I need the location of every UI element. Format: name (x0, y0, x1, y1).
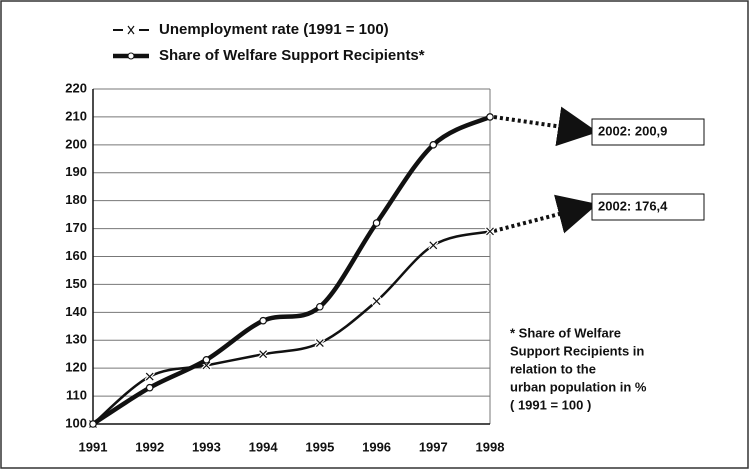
annotation-box (591, 118, 705, 146)
y-tick-label: 110 (66, 388, 87, 403)
marker-circle (316, 302, 324, 311)
y-tick-label: 160 (65, 248, 87, 263)
marker-x (145, 372, 154, 381)
marker-circle (372, 219, 381, 227)
marker-x (259, 350, 268, 359)
y-tick-label: 180 (65, 192, 87, 207)
marker-circle (89, 420, 97, 428)
series-line (91, 114, 491, 426)
y-tick-label: 100 (65, 415, 87, 430)
x-tick-label: 1992 (135, 439, 164, 454)
legend-symbol (127, 25, 135, 35)
y-tick-label: 200 (65, 136, 87, 151)
annotation-arrow (493, 194, 598, 234)
footnote: urban population in % (510, 379, 647, 394)
legend-symbol (127, 52, 135, 60)
annotation: 2002: 200,9 (598, 123, 667, 138)
x-tick-label: 1996 (362, 439, 391, 454)
footnote: * Share of Welfare (510, 325, 621, 340)
x-tick-label: 1997 (419, 439, 448, 454)
y-tick-label: 190 (65, 164, 87, 179)
y-tick-label: 220 (65, 80, 87, 95)
marker-x (315, 339, 324, 347)
marker-circle (486, 113, 494, 121)
arrows (493, 106, 705, 234)
annotation-arrow (493, 106, 598, 147)
y-tick-label: 130 (65, 332, 87, 347)
footnote: relation to the (510, 361, 596, 376)
y-tick-label: 120 (65, 360, 87, 375)
x-tick-label: 1998 (476, 439, 505, 454)
y-tick-label: 150 (65, 276, 87, 291)
marker-circle (259, 316, 267, 325)
marker-x (429, 241, 438, 250)
y-tick-label: 170 (65, 220, 87, 235)
legend-label: Share of Welfare Support Recipients* (159, 47, 425, 64)
x-tick-label: 1991 (79, 439, 108, 454)
x-tick-label: 1993 (192, 439, 221, 454)
marker-circle (145, 383, 154, 392)
x-tick-label: 1995 (305, 439, 334, 454)
x-tick-label: 1994 (249, 439, 279, 454)
footnote: ( 1991 = 100 ) (510, 397, 591, 412)
marker-circle (202, 355, 211, 364)
legend-label: Unemployment rate (1991 = 100) (159, 21, 389, 38)
y-tick-label: 210 (65, 108, 87, 123)
y-tick-label: 140 (65, 304, 87, 319)
marker-circle (429, 141, 438, 149)
annotation-box (591, 193, 705, 221)
footnote: Support Recipients in (510, 343, 644, 358)
marker-x (486, 227, 494, 236)
marker-x (372, 297, 381, 306)
annotation: 2002: 176,4 (598, 198, 668, 213)
